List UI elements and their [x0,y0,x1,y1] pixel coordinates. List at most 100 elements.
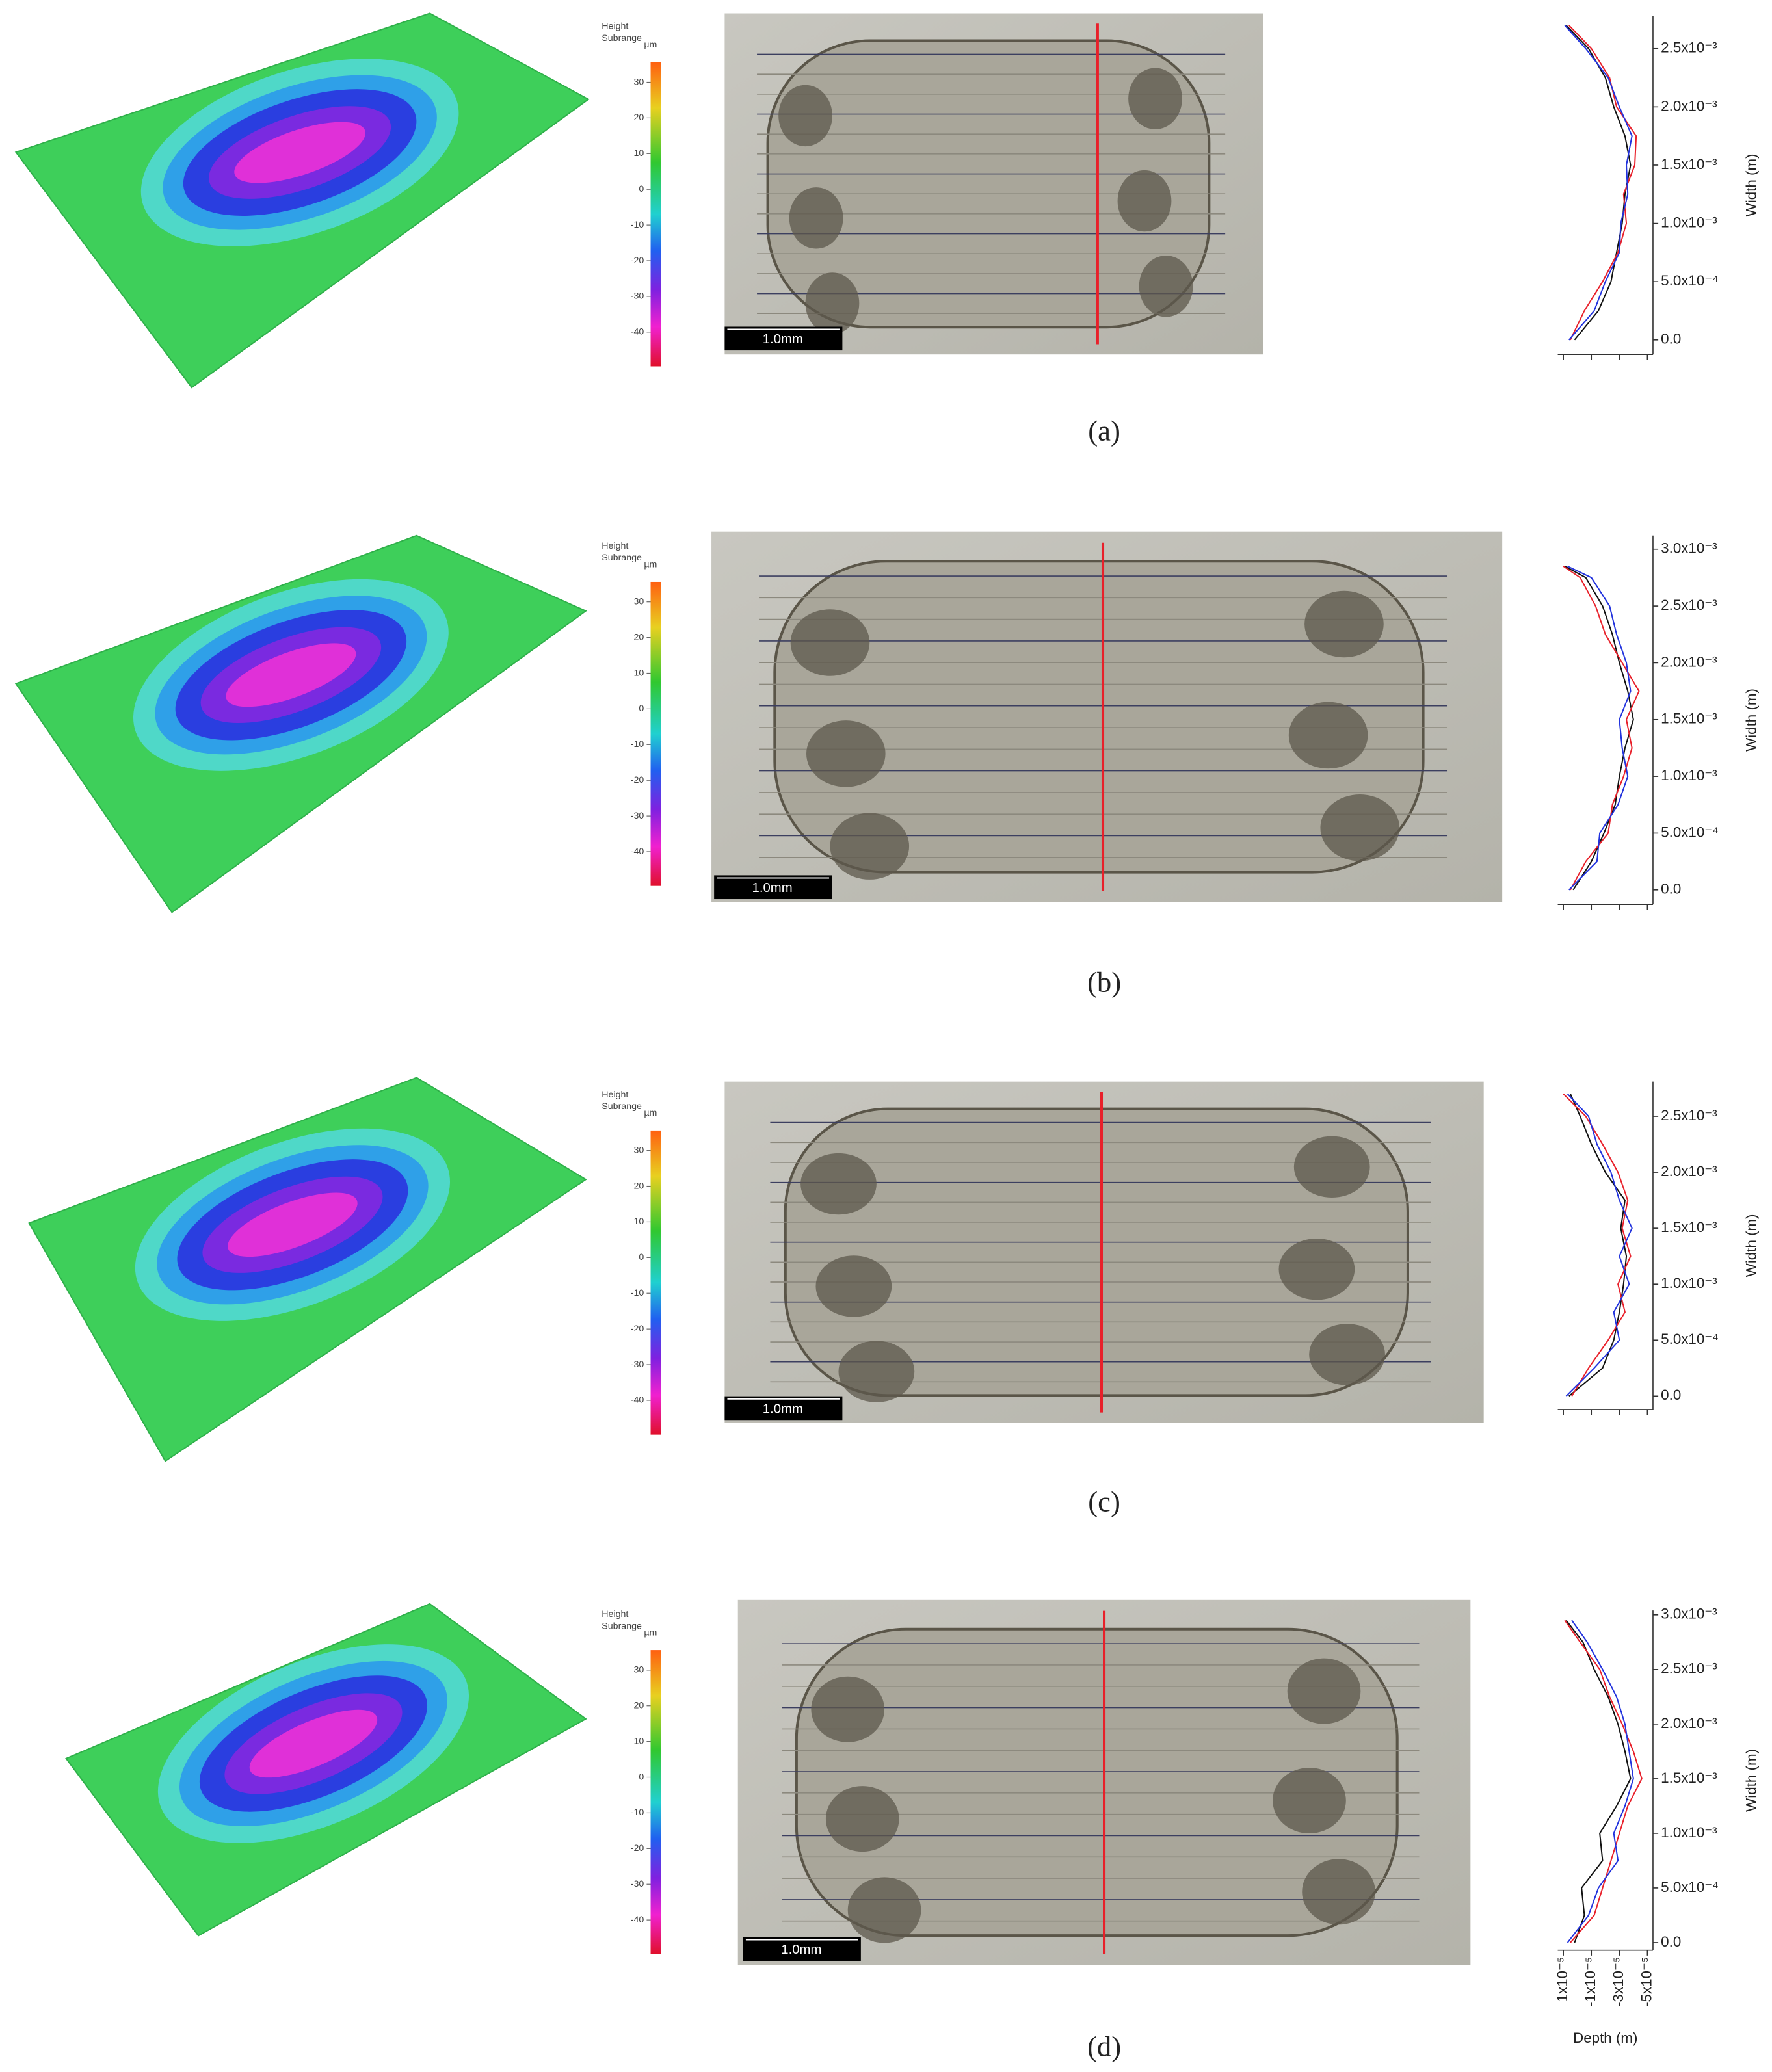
x-axis-label: Depth (m) [1573,2030,1637,2046]
profile-series [1564,25,1633,341]
debris [778,85,832,147]
y-tick-label: 2.0x10⁻³ [1661,653,1717,670]
scale-bar [743,1937,861,1961]
wear-scar-depth [226,643,356,707]
profile-series [1563,566,1640,891]
debris [1302,1859,1375,1925]
colorbar-tick-label: 30 [634,596,644,607]
y-tick-label: 1.5x10⁻³ [1661,1219,1717,1235]
colorbar [650,1130,661,1435]
profile-series [1564,566,1634,891]
colorbar-title: Subrange [602,33,642,44]
debris [800,1153,877,1215]
x-tick-label: -5x10⁻⁵ [1638,1957,1654,2007]
colorbar-tick-label: 20 [634,112,644,123]
y-axis-label: Width (m) [1743,1214,1759,1277]
scale-bar-label: 1.0mm [763,332,803,347]
x-tick-label: -3x10⁻⁵ [1610,1957,1626,2007]
y-axis-label: Width (m) [1743,1749,1759,1812]
colorbar-unit: µm [644,1627,657,1638]
colorbar-tick-label: 0 [639,1772,644,1782]
debris [806,720,886,787]
debris [1304,590,1384,658]
profile-series [1563,1093,1632,1397]
debris [1288,702,1368,769]
y-axis-label: Width (m) [1743,153,1759,216]
colorbar-title: Height [602,1609,628,1620]
debris [805,272,860,334]
colorbar-tick-label: 0 [639,703,644,714]
scale-bar [724,1396,843,1421]
wear-track [773,560,1425,874]
profile-series [1568,1094,1628,1397]
colorbar-tick-label: 0 [639,1252,644,1263]
debris [1139,256,1193,317]
y-tick-label: 1.0x10⁻³ [1661,767,1717,783]
colorbar-title: Subrange [602,553,642,563]
colorbar-tick-label: 10 [634,148,644,159]
y-tick-label: 2.5x10⁻³ [1661,40,1717,56]
panel-label: (d) [1087,2030,1121,2063]
profile-series [1567,566,1632,891]
y-tick-label: 0.0 [1661,1934,1681,1950]
colorbar-tick-label: -10 [631,1807,644,1818]
colorbar-title: Height [602,21,628,32]
colorbar-tick-label: -20 [631,775,644,785]
debris [1128,68,1182,129]
colorbar-tick-label: 20 [634,1181,644,1191]
panel-label: (a) [1088,414,1120,447]
profile-series [1564,1620,1643,1943]
colorbar-tick-label: -40 [631,1915,644,1925]
debris [1309,1324,1385,1385]
colorbar [650,581,661,886]
wear-scar-depth [234,122,365,183]
debris [825,1786,899,1852]
scale-bar-label: 1.0mm [781,1943,821,1957]
y-tick-label: 0.0 [1661,331,1681,347]
colorbar-title: Subrange [602,1101,642,1112]
y-tick-label: 1.0x10⁻³ [1661,1275,1717,1291]
colorbar-tick-label: -20 [631,256,644,266]
y-tick-label: 2.0x10⁻³ [1661,1715,1717,1731]
colorbar [650,62,661,367]
y-tick-label: 0.0 [1661,881,1681,897]
colorbar-title: Height [602,541,628,551]
colorbar-tick-label: -40 [631,846,644,857]
debris [1320,794,1400,861]
scale-bar-label: 1.0mm [763,1402,803,1416]
x-tick-label: -1x10⁻⁵ [1582,1957,1598,2007]
colorbar-tick-label: -40 [631,1395,644,1406]
debris [811,1676,885,1742]
colorbar-tick-label: 10 [634,1736,644,1746]
colorbar-tick-label: -30 [631,291,644,302]
y-tick-label: 2.0x10⁻³ [1661,1163,1717,1179]
y-tick-label: 1.5x10⁻³ [1661,1770,1717,1786]
colorbar-tick-label: 0 [639,184,644,194]
colorbar-tick-label: 30 [634,77,644,87]
colorbar-tick-label: -20 [631,1843,644,1854]
debris [1278,1239,1355,1300]
colorbar-tick-label: 30 [634,1665,644,1675]
colorbar-tick-label: 20 [634,1701,644,1711]
y-tick-label: 1.5x10⁻³ [1661,156,1717,172]
colorbar-tick-label: 30 [634,1145,644,1155]
panel-label: (b) [1087,965,1121,998]
profile-series [1568,25,1637,341]
colorbar-title: Height [602,1090,628,1100]
profile-series [1565,25,1632,341]
scale-bar [714,875,832,900]
colorbar-tick-label: -30 [631,1879,644,1889]
colorbar-tick-label: -10 [631,1288,644,1298]
colorbar-title: Subrange [602,1621,642,1631]
scale-bar [724,326,843,351]
wear-track [795,1627,1399,1937]
y-axis-label: Width (m) [1743,688,1759,752]
y-tick-label: 5.0x10⁻⁴ [1661,1331,1719,1347]
colorbar-tick-label: -30 [631,1359,644,1370]
y-tick-label: 1.0x10⁻³ [1661,1824,1717,1841]
panel-label: (c) [1088,1486,1120,1518]
debris [1273,1768,1346,1834]
debris [1293,1136,1370,1198]
colorbar-tick-label: -20 [631,1324,644,1334]
